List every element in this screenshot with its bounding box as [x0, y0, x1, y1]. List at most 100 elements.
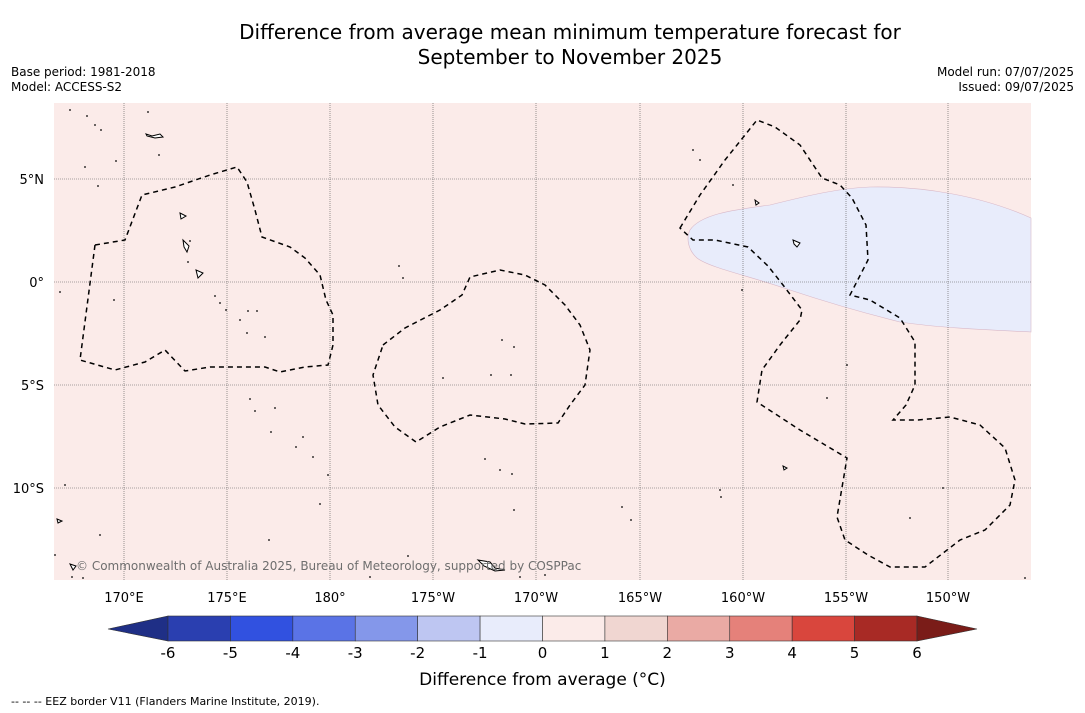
model-name: Model: ACCESS-S2 — [11, 80, 123, 94]
colorbar-cell — [667, 615, 731, 642]
islet — [147, 111, 149, 113]
islet — [54, 554, 56, 556]
islet — [97, 185, 99, 187]
lon-label: 170°W — [514, 591, 558, 606]
islet — [100, 129, 102, 131]
islet — [909, 517, 911, 519]
islet — [826, 397, 828, 399]
islet — [499, 469, 501, 471]
eez-border-east — [679, 119, 1016, 568]
islet — [732, 184, 734, 186]
islet — [319, 503, 321, 505]
islet — [246, 332, 248, 334]
island — [195, 269, 204, 279]
islet — [84, 166, 86, 168]
cooler-anomaly-region — [687, 186, 1032, 333]
colorbar-cells — [167, 615, 918, 642]
lon-labels: 170°E 175°E 180° 175°W 170°W 165°W 160°W… — [104, 591, 970, 606]
islet — [254, 410, 256, 412]
colorbar-tick-label: -2 — [410, 644, 425, 662]
islet — [268, 539, 270, 541]
colorbar-cell — [542, 615, 606, 642]
lon-label: 165°W — [618, 591, 662, 606]
lat-label: 0° — [29, 276, 44, 291]
islet — [510, 374, 512, 376]
map-panel — [54, 103, 1031, 580]
eez-border-west — [79, 166, 334, 373]
islet — [741, 289, 743, 291]
islet — [302, 436, 304, 438]
island — [182, 238, 190, 254]
colorbar-tick-label: -1 — [473, 644, 488, 662]
islet — [942, 487, 944, 489]
lon-label: 170°E — [104, 591, 144, 606]
islet — [490, 374, 492, 376]
colorbar-cell — [354, 615, 418, 642]
islet — [214, 295, 216, 297]
meta-left: Base period: 1981-2018 Model: ACCESS-S2 — [11, 65, 156, 95]
islet — [158, 154, 160, 156]
islet — [501, 339, 503, 341]
island — [145, 133, 165, 139]
issued-date: Issued: 09/07/2025 — [958, 80, 1074, 94]
islet — [846, 364, 848, 366]
colorbar-tick-label: 4 — [787, 644, 797, 662]
colorbar-tick-label: 2 — [663, 644, 673, 662]
colorbar: -6 -5 -4 -3 -2 -1 0 1 2 3 4 5 6 — [107, 615, 978, 662]
islet — [327, 474, 329, 476]
islet — [249, 398, 251, 400]
islet — [407, 555, 409, 557]
islet — [99, 534, 101, 536]
colorbar-tick-label: -5 — [223, 644, 238, 662]
islet — [59, 291, 61, 293]
islet — [187, 261, 189, 263]
islet — [513, 509, 515, 511]
lat-labels: 5°N 0° 5°S 10°S — [13, 173, 44, 497]
islet — [270, 431, 272, 433]
islet — [699, 159, 701, 161]
colorbar-ticks: -6 -5 -4 -3 -2 -1 0 1 2 3 4 5 6 — [161, 644, 922, 662]
islet — [369, 576, 371, 578]
islet — [630, 519, 632, 521]
islet — [621, 506, 623, 508]
colorbar-extend-left — [107, 615, 169, 642]
islet — [513, 346, 515, 348]
islet — [692, 149, 694, 151]
lon-label: 175°E — [207, 591, 247, 606]
islets — [54, 109, 1026, 579]
island — [56, 518, 64, 524]
islet — [94, 124, 96, 126]
lat-label: 5°N — [20, 173, 45, 188]
lon-label: 155°W — [824, 591, 868, 606]
islet — [247, 310, 249, 312]
lon-label: 150°W — [926, 591, 970, 606]
island — [476, 559, 506, 572]
island — [792, 239, 801, 248]
islet — [256, 310, 258, 312]
lon-label: 160°W — [721, 591, 765, 606]
colorbar-tick-label: 5 — [850, 644, 860, 662]
map-title: Difference from average mean minimum tem… — [0, 20, 1085, 70]
islet — [295, 446, 297, 448]
islet — [544, 574, 546, 576]
title-line-1: Difference from average mean minimum tem… — [239, 20, 901, 44]
colorbar-cell — [292, 615, 356, 642]
islet — [1024, 577, 1026, 579]
islet — [719, 489, 721, 491]
lat-label: 10°S — [13, 482, 44, 497]
islands — [56, 133, 801, 572]
colorbar-tick-label: 3 — [725, 644, 735, 662]
lat-label: 5°S — [21, 379, 44, 394]
islet — [274, 407, 276, 409]
islet — [484, 458, 486, 460]
colorbar-cell — [230, 615, 294, 642]
meta-right: Model run: 07/07/2025 Issued: 09/07/2025 — [937, 65, 1074, 95]
base-period: Base period: 1981-2018 — [11, 65, 156, 79]
colorbar-tick-label: -3 — [348, 644, 363, 662]
colorbar-cell — [479, 615, 543, 642]
eez-legend: -- -- -- EEZ border V11 (Flanders Marine… — [11, 695, 320, 708]
islet — [312, 456, 314, 458]
eez-borders — [79, 119, 1016, 568]
island — [782, 465, 788, 471]
islet — [113, 299, 115, 301]
